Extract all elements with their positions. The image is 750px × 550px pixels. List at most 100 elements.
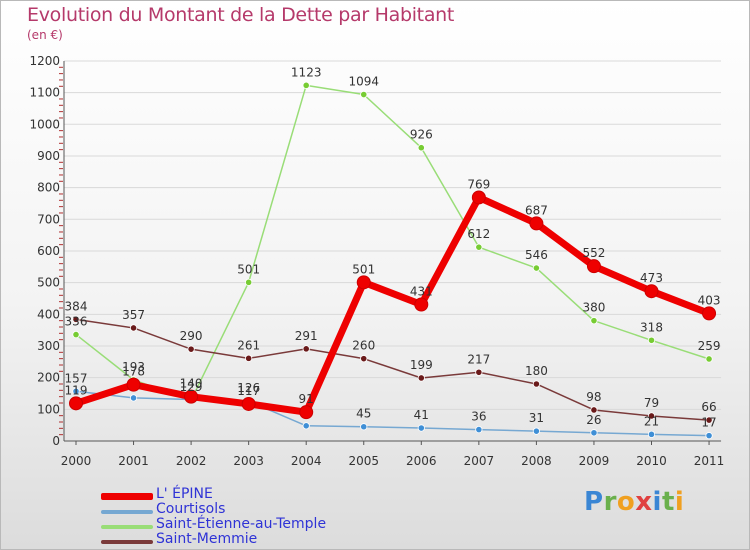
series-line-saint-etienne-au-temple (75, 84, 710, 401)
legend-swatch-saint-etienne (101, 525, 153, 529)
data-point-saint-memmie-2003 (245, 354, 253, 362)
data-point-l-epine-2005 (356, 275, 371, 290)
legend-swatch-courtisols (101, 510, 153, 514)
data-point-courtisols-2008 (532, 427, 541, 435)
data-point-l-epine-2007 (471, 190, 486, 205)
x-tick-label-2004: 2004 (291, 454, 322, 468)
data-point-saint-memmie-2010 (647, 412, 656, 420)
data-point-saint-etienne-au-temple-2006 (417, 144, 425, 152)
y-tick-label-700: 700 (37, 212, 60, 226)
series-line-l-epine (72, 193, 713, 416)
data-point-courtisols-2005 (360, 423, 368, 431)
data-label-l-epine-2007: 769 (467, 177, 490, 191)
x-tick-label-2009: 2009 (579, 454, 610, 468)
data-label-l-epine-2011: 403 (698, 293, 721, 307)
data-label-saint-memmie-2003: 261 (237, 338, 260, 352)
legend-swatch-saint-memmie (101, 540, 153, 544)
x-tick-label-2011: 2011 (694, 454, 725, 468)
data-point-l-epine-2000 (69, 396, 83, 411)
data-point-courtisols-2009 (590, 429, 598, 437)
x-tick-label-2006: 2006 (406, 454, 437, 468)
data-label-saint-etienne-au-temple-2004: 1123 (291, 65, 322, 79)
data-label-l-epine-2003: 117 (237, 384, 260, 398)
data-point-saint-etienne-au-temple-2010 (647, 336, 656, 344)
x-tick-label-2010: 2010 (636, 454, 667, 468)
data-point-saint-memmie-2000 (72, 315, 80, 323)
data-label-courtisols-2003: 126 (237, 381, 260, 395)
y-tick-label-1200: 1200 (29, 54, 60, 68)
y-tick-label-100: 100 (37, 402, 60, 416)
data-label-l-epine-2010: 473 (640, 271, 663, 285)
data-label-courtisols-2008: 31 (529, 411, 544, 425)
logo-letter: t (661, 487, 675, 517)
legend-label-saint-etienne: Saint-Étienne-au-Temple (156, 516, 327, 532)
x-tick-label-2000: 2000 (61, 454, 92, 468)
data-point-courtisols-2000 (72, 387, 80, 395)
y-tick-label-200: 200 (37, 371, 60, 385)
logo-letter: x (635, 487, 653, 517)
x-tick-label-2007: 2007 (464, 454, 495, 468)
data-point-l-epine-2002 (184, 389, 199, 404)
data-label-courtisols-2011: 17 (701, 416, 716, 430)
x-tick-label-2008: 2008 (521, 454, 552, 468)
data-point-saint-memmie-2009 (590, 406, 598, 414)
series-line-courtisols (75, 390, 710, 437)
data-label-layer: 119 178 140 117 91 501 431 769 687 552 473 403 157 12… (65, 65, 721, 429)
data-label-saint-memmie-2000: 384 (65, 299, 88, 313)
data-label-saint-memmie-2011: 66 (701, 400, 716, 414)
data-label-l-epine-2008: 687 (525, 203, 548, 217)
data-label-saint-etienne-au-temple-2000: 336 (65, 315, 88, 329)
logo-letter: i (652, 487, 662, 517)
data-label-saint-etienne-au-temple-2005: 1094 (348, 75, 379, 89)
data-point-saint-memmie-2007 (475, 368, 483, 376)
data-point-saint-etienne-au-temple-2004 (302, 81, 310, 89)
data-label-saint-memmie-2008: 180 (525, 364, 548, 378)
data-label-saint-memmie-2007: 217 (467, 352, 490, 366)
data-point-l-epine-2009 (586, 259, 601, 274)
data-point-saint-etienne-au-temple-2003 (245, 278, 253, 286)
data-label-courtisols-2006: 41 (414, 408, 429, 422)
data-point-l-epine-2008 (529, 216, 544, 231)
data-label-l-epine-2006: 431 (410, 285, 433, 299)
data-label-saint-memmie-2009: 98 (586, 390, 601, 404)
series-line-saint-memmie (75, 318, 710, 421)
data-label-saint-etienne-au-temple-2010: 318 (640, 320, 663, 334)
data-label-saint-etienne-au-temple-2003: 501 (237, 262, 260, 276)
data-label-l-epine-2005: 501 (352, 262, 375, 276)
chart-title: Evolution du Montant de la Dette par Hab… (27, 4, 455, 26)
data-label-l-epine-2009: 552 (582, 246, 605, 260)
data-label-l-epine-2000: 119 (65, 383, 88, 397)
data-label-saint-etienne-au-temple-2008: 546 (525, 248, 548, 262)
data-point-l-epine-2003 (241, 396, 256, 411)
data-point-l-epine-2004 (299, 405, 314, 420)
grid-layer (64, 60, 722, 442)
data-label-l-epine-2002: 140 (180, 377, 203, 391)
data-label-saint-etienne-au-temple-2007: 612 (467, 227, 490, 241)
data-point-saint-memmie-2004 (302, 345, 310, 353)
data-point-courtisols-2004 (302, 422, 310, 430)
series-layer (69, 81, 717, 440)
data-point-saint-etienne-au-temple-2000 (72, 330, 80, 339)
x-tick-label-2001: 2001 (118, 454, 149, 468)
data-point-courtisols-2006 (417, 424, 425, 432)
y-tick-label-1100: 1100 (29, 86, 60, 100)
legend-label-l-epine: L' ÉPINE (156, 486, 213, 502)
data-label-saint-memmie-2004: 291 (295, 329, 318, 343)
y-tick-label-0: 0 (52, 434, 60, 448)
data-label-l-epine-2004: 91 (299, 392, 314, 406)
x-tick-label-2003: 2003 (233, 454, 264, 468)
data-point-saint-memmie-2001 (129, 324, 138, 332)
data-label-courtisols-2000: 157 (65, 371, 88, 385)
data-label-saint-etienne-au-temple-2009: 380 (582, 301, 605, 315)
data-label-courtisols-2009: 26 (586, 413, 601, 427)
chart-subtitle: (en €) (27, 28, 63, 42)
y-tick-label-900: 900 (37, 149, 60, 163)
data-point-saint-etienne-au-temple-2009 (590, 317, 598, 325)
data-point-courtisols-2007 (475, 425, 483, 434)
data-point-l-epine-2006 (414, 297, 429, 312)
data-label-saint-etienne-au-temple-2002: 129 (180, 380, 203, 394)
data-point-l-epine-2001 (126, 377, 141, 392)
data-label-saint-memmie-2010: 79 (644, 396, 659, 410)
